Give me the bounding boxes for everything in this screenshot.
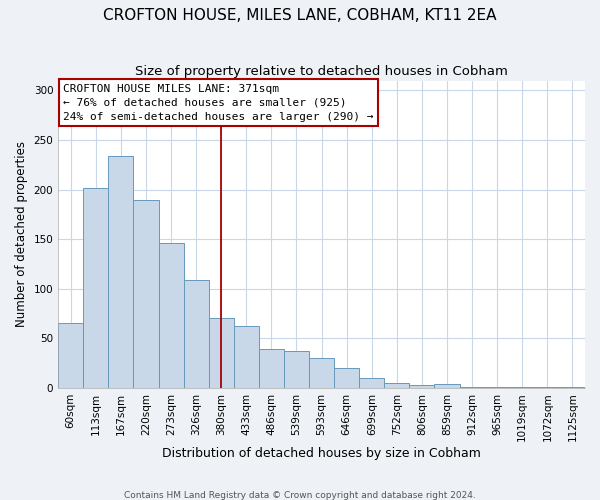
Bar bbox=[109, 156, 133, 388]
Bar bbox=[485, 387, 510, 388]
Bar bbox=[158, 243, 184, 388]
Text: CROFTON HOUSE, MILES LANE, COBHAM, KT11 2EA: CROFTON HOUSE, MILES LANE, COBHAM, KT11 … bbox=[103, 8, 497, 22]
Y-axis label: Number of detached properties: Number of detached properties bbox=[15, 141, 28, 327]
Bar bbox=[259, 349, 284, 388]
Bar bbox=[184, 280, 209, 388]
Bar bbox=[83, 188, 109, 388]
Bar bbox=[284, 351, 309, 388]
Bar bbox=[133, 200, 158, 388]
X-axis label: Distribution of detached houses by size in Cobham: Distribution of detached houses by size … bbox=[162, 447, 481, 460]
Bar bbox=[209, 318, 234, 388]
Bar bbox=[460, 387, 485, 388]
Bar bbox=[535, 387, 560, 388]
Text: Contains HM Land Registry data © Crown copyright and database right 2024.: Contains HM Land Registry data © Crown c… bbox=[124, 490, 476, 500]
Bar bbox=[385, 383, 409, 388]
Bar bbox=[334, 368, 359, 388]
Bar bbox=[409, 385, 434, 388]
Bar bbox=[434, 384, 460, 388]
Text: CROFTON HOUSE MILES LANE: 371sqm
← 76% of detached houses are smaller (925)
24% : CROFTON HOUSE MILES LANE: 371sqm ← 76% o… bbox=[64, 84, 374, 122]
Bar bbox=[359, 378, 385, 388]
Bar bbox=[234, 326, 259, 388]
Title: Size of property relative to detached houses in Cobham: Size of property relative to detached ho… bbox=[135, 65, 508, 78]
Bar bbox=[58, 324, 83, 388]
Bar bbox=[510, 387, 535, 388]
Bar bbox=[309, 358, 334, 388]
Bar bbox=[560, 387, 585, 388]
